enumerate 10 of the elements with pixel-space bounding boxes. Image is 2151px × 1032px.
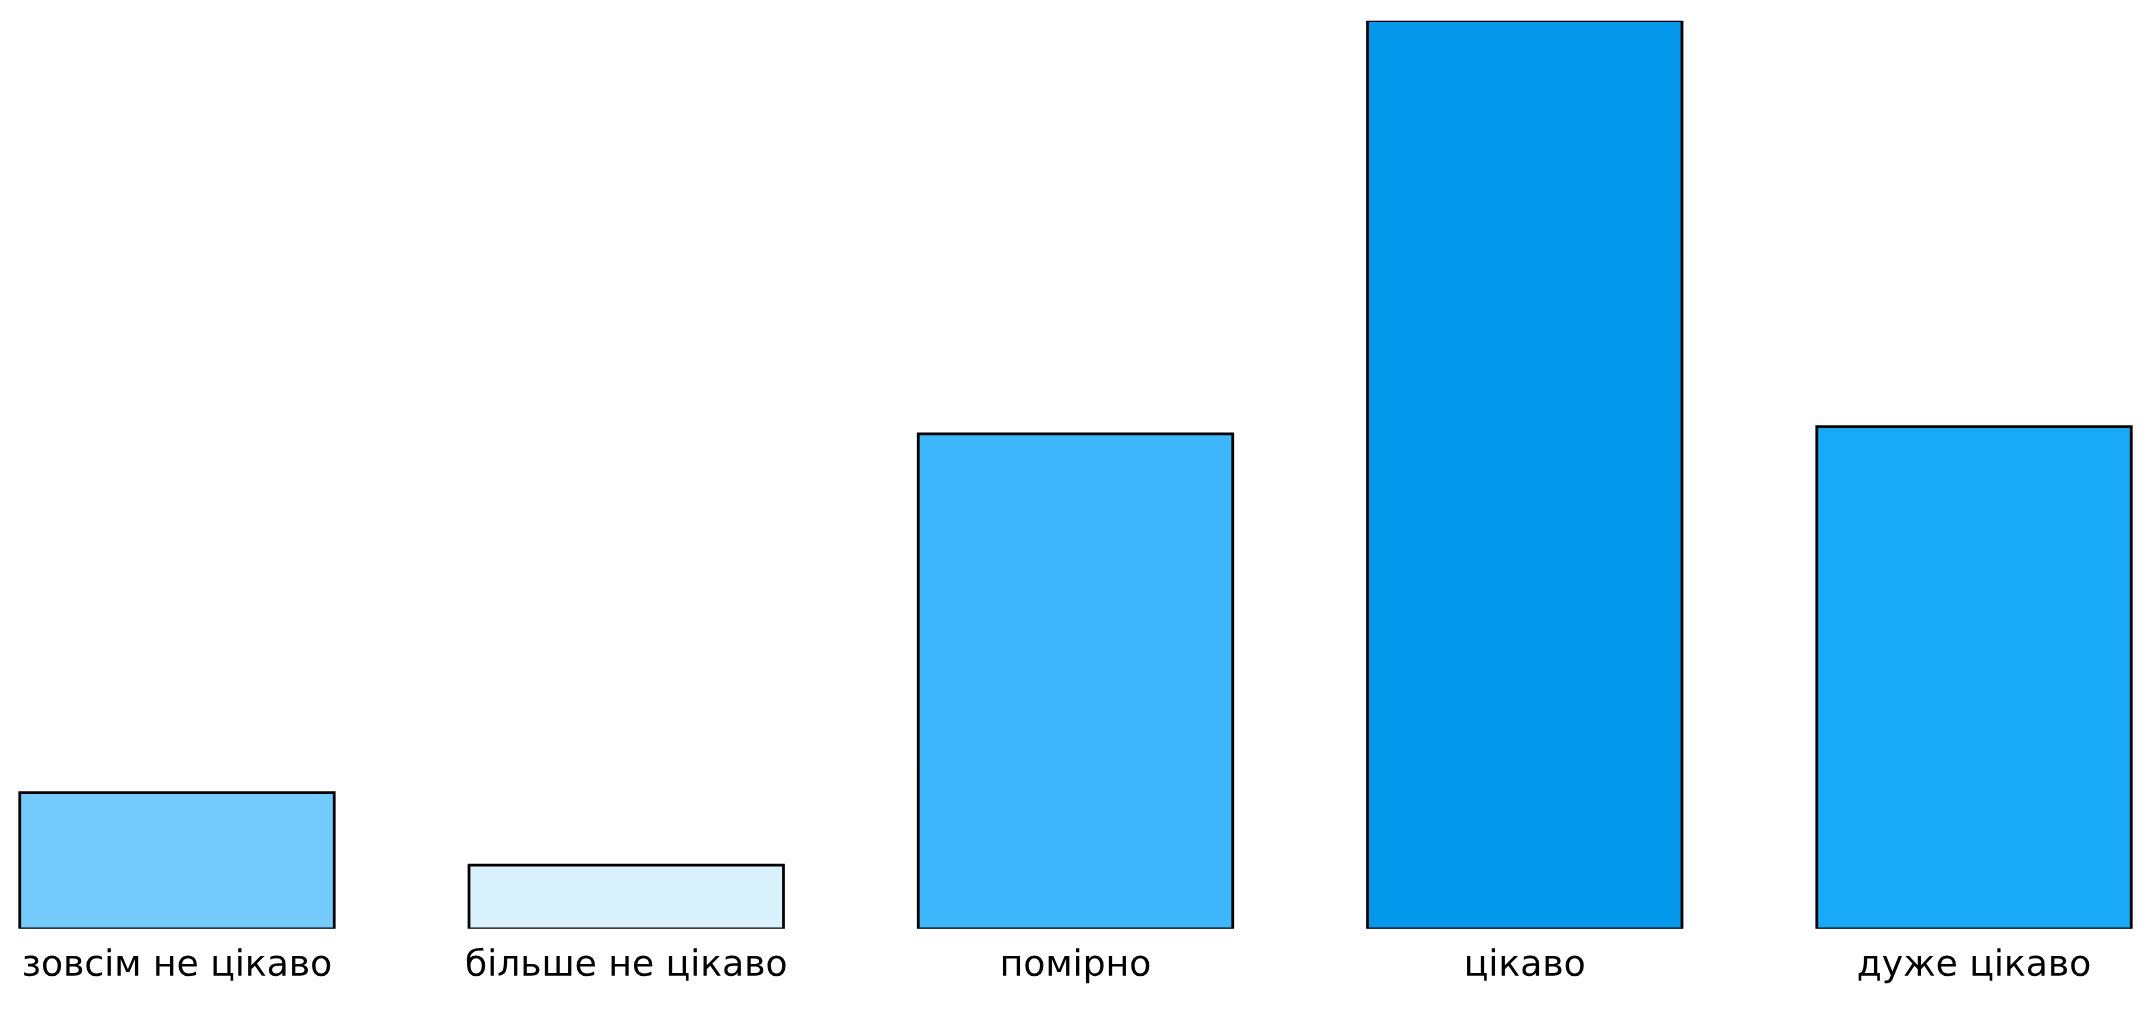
bar [1366,20,1684,929]
bar [1815,425,2133,929]
bar [916,432,1235,929]
x-tick-label: цікаво [1467,948,1584,981]
x-tick-label: зовсім не цікаво [24,948,331,981]
x-tick-label: помірно [1002,948,1150,984]
x-tick-label: дуже цікаво [1858,948,2090,984]
bar [467,863,785,929]
x-tick-label: більше не цікаво [466,947,786,981]
bar [18,791,336,929]
